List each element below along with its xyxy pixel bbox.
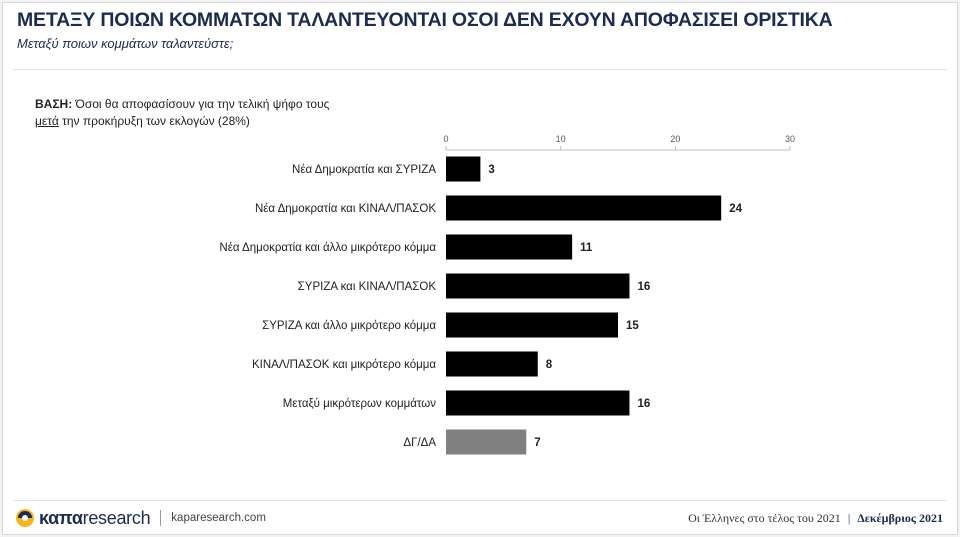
data-label: 24 <box>729 203 742 215</box>
footer-separator: | <box>847 511 851 525</box>
bar <box>446 234 573 260</box>
report-date: Δεκέμβριος 2021 <box>857 511 943 525</box>
category-label: ΣΥΡΙΖΑ και άλλο μικρότερο κόμμα <box>262 320 436 332</box>
data-label: 3 <box>488 164 494 176</box>
data-label: 16 <box>637 281 650 293</box>
category-label: ΔΓ/ΔΑ <box>403 437 436 449</box>
x-tick-label: 20 <box>670 134 680 144</box>
base-text: Όσοι θα αποφασίσουν για την τελική ψήφο … <box>75 97 330 111</box>
brand-logo: καπαresearch kaparesearch.com <box>15 507 266 529</box>
bar <box>446 390 630 416</box>
base-label: ΒΑΣΗ: <box>35 97 73 111</box>
data-label: 16 <box>637 398 650 410</box>
data-label: 7 <box>534 437 540 449</box>
base-underlined-word: μετά <box>35 114 59 128</box>
header-divider <box>13 69 947 70</box>
bar <box>446 195 722 221</box>
page-title: ΜΕΤΑΞΥ ΠΟΙΩΝ ΚΟΜΜΑΤΩΝ ΤΑΛΑΝΤΕΥΟΝΤΑΙ ΟΣΟΙ… <box>17 9 833 31</box>
category-label: ΚΙΝΑΛ/ΠΑΣΟΚ και μικρότερο κόμμα <box>252 359 436 371</box>
bar <box>446 351 538 377</box>
base-note: ΒΑΣΗ: Όσοι θα αποφασίσουν για την τελική… <box>35 96 329 130</box>
bar <box>446 429 527 455</box>
brand-name: καπαresearch <box>39 507 151 528</box>
base-note-line-1: ΒΑΣΗ: Όσοι θα αποφασίσουν για την τελική… <box>35 96 329 113</box>
data-label: 15 <box>626 320 639 332</box>
report-title: Οι Έλληνες στο τέλος του 2021 <box>688 511 841 525</box>
bar <box>446 312 618 338</box>
data-label: 11 <box>580 242 593 254</box>
x-tick-label: 0 <box>443 134 448 144</box>
kapa-logo-icon <box>16 509 34 527</box>
bar <box>446 273 630 299</box>
base-text-2: την προκήρυξη των εκλογών (28%) <box>62 114 250 128</box>
brand-separator <box>160 510 162 526</box>
data-label: 8 <box>546 359 553 371</box>
category-label: Νέα Δημοκρατία και άλλο μικρότερο κόμμα <box>219 242 436 254</box>
page-subtitle: Μεταξύ ποιων κομμάτων ταλαντεύστε; <box>17 36 234 51</box>
brand-url[interactable]: kaparesearch.com <box>171 512 266 524</box>
category-label: Μεταξύ μικρότερων κομμάτων <box>283 398 436 410</box>
x-tick-label: 30 <box>785 134 795 144</box>
footer-report-info: Οι Έλληνες στο τέλος του 2021 | Δεκέμβρι… <box>688 511 943 526</box>
footer-divider <box>13 500 947 501</box>
category-label: Νέα Δημοκρατία και ΚΙΝΑΛ/ΠΑΣΟΚ <box>255 203 436 215</box>
x-tick-label: 10 <box>556 134 566 144</box>
base-note-line-2: μετά την προκήρυξη των εκλογών (28%) <box>35 113 329 130</box>
category-label: ΣΥΡΙΖΑ και ΚΙΝΑΛ/ΠΑΣΟΚ <box>298 281 437 293</box>
category-label: Νέα Δημοκρατία και ΣΥΡΙΖΑ <box>292 164 436 176</box>
bar <box>446 156 481 182</box>
